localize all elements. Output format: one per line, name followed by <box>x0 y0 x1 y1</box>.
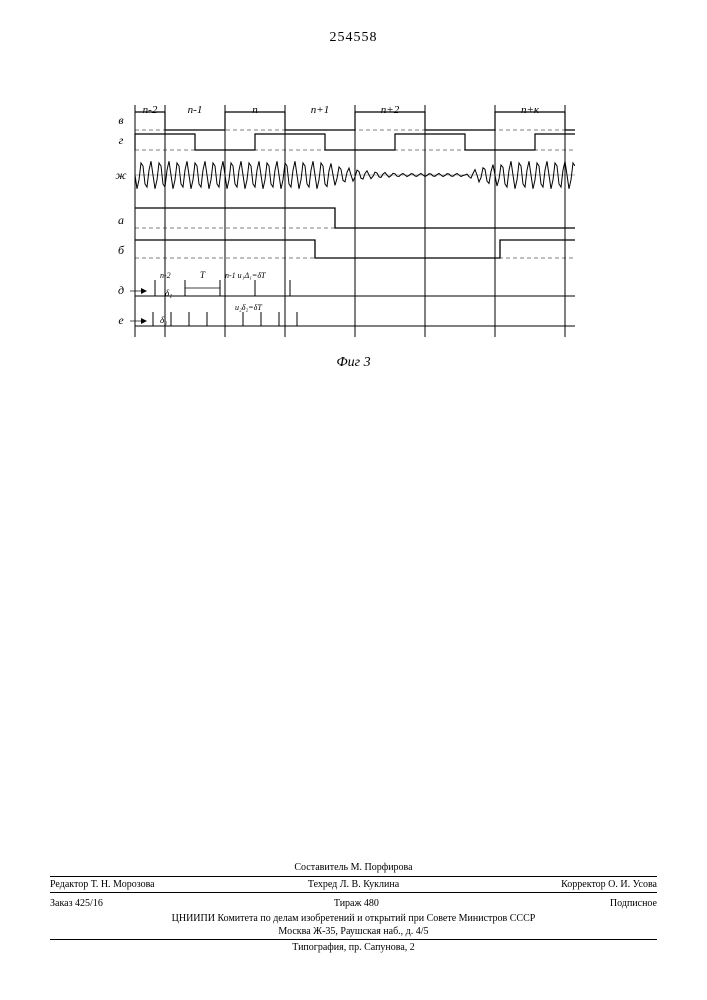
figure-caption: Фиг 3 <box>336 355 370 371</box>
svg-text:в: в <box>118 113 123 127</box>
editor: Редактор Т. Н. Морозова <box>50 879 252 890</box>
svg-text:а: а <box>118 213 124 227</box>
compiler: Составитель М. Порфирова <box>50 862 657 873</box>
svg-text:и₂δ₂=δТ: и₂δ₂=δТ <box>235 303 262 312</box>
svg-text:б: б <box>118 243 125 257</box>
sub: Подписное <box>610 898 657 909</box>
order: Заказ 425/16 <box>50 898 103 909</box>
order-row: Заказ 425/16 Тираж 480 Подписное <box>50 896 657 911</box>
page-number: 254558 <box>330 30 378 46</box>
svg-text:п-1: п-1 <box>188 104 203 116</box>
svg-text:Т: Т <box>200 270 206 280</box>
svg-text:δ₁: δ₁ <box>165 288 172 298</box>
svg-text:г: г <box>119 133 124 147</box>
timing-diagram: п-2 п-1 п п+1 п+2 п+к вг ж а б д е п-2 Тп-1 и₁Δ₁=δТ δ₁… <box>105 95 575 345</box>
svg-text:п+1: п+1 <box>311 104 329 116</box>
tirage: Тираж 480 <box>334 898 379 909</box>
svg-text:е: е <box>118 313 124 327</box>
svg-text:п-2: п-2 <box>143 104 158 116</box>
org2: Москва Ж-35, Раушская наб., д. 4/5 <box>50 926 657 937</box>
svg-text:п: п <box>252 104 258 116</box>
svg-text:п+к: п+к <box>521 104 540 116</box>
credits-row: Редактор Т. Н. Морозова Техред Л. В. Кук… <box>50 876 657 893</box>
techred: Техред Л. В. Куклина <box>252 879 454 890</box>
org1: ЦНИИПИ Комитета по делам изобретений и о… <box>50 913 657 924</box>
corrector: Корректор О. И. Усова <box>455 879 657 890</box>
footer: Составитель М. Порфирова Редактор Т. Н. … <box>50 860 657 955</box>
svg-text:п+2: п+2 <box>381 104 400 116</box>
printer: Типография, пр. Сапунова, 2 <box>50 942 657 953</box>
svg-text:п-2: п-2 <box>160 271 171 280</box>
svg-text:ж: ж <box>115 168 126 182</box>
svg-text:п-1 и₁Δ₁=δТ: п-1 и₁Δ₁=δТ <box>225 271 266 280</box>
svg-text:д: д <box>118 283 124 297</box>
svg-text:δ₂: δ₂ <box>160 315 167 325</box>
